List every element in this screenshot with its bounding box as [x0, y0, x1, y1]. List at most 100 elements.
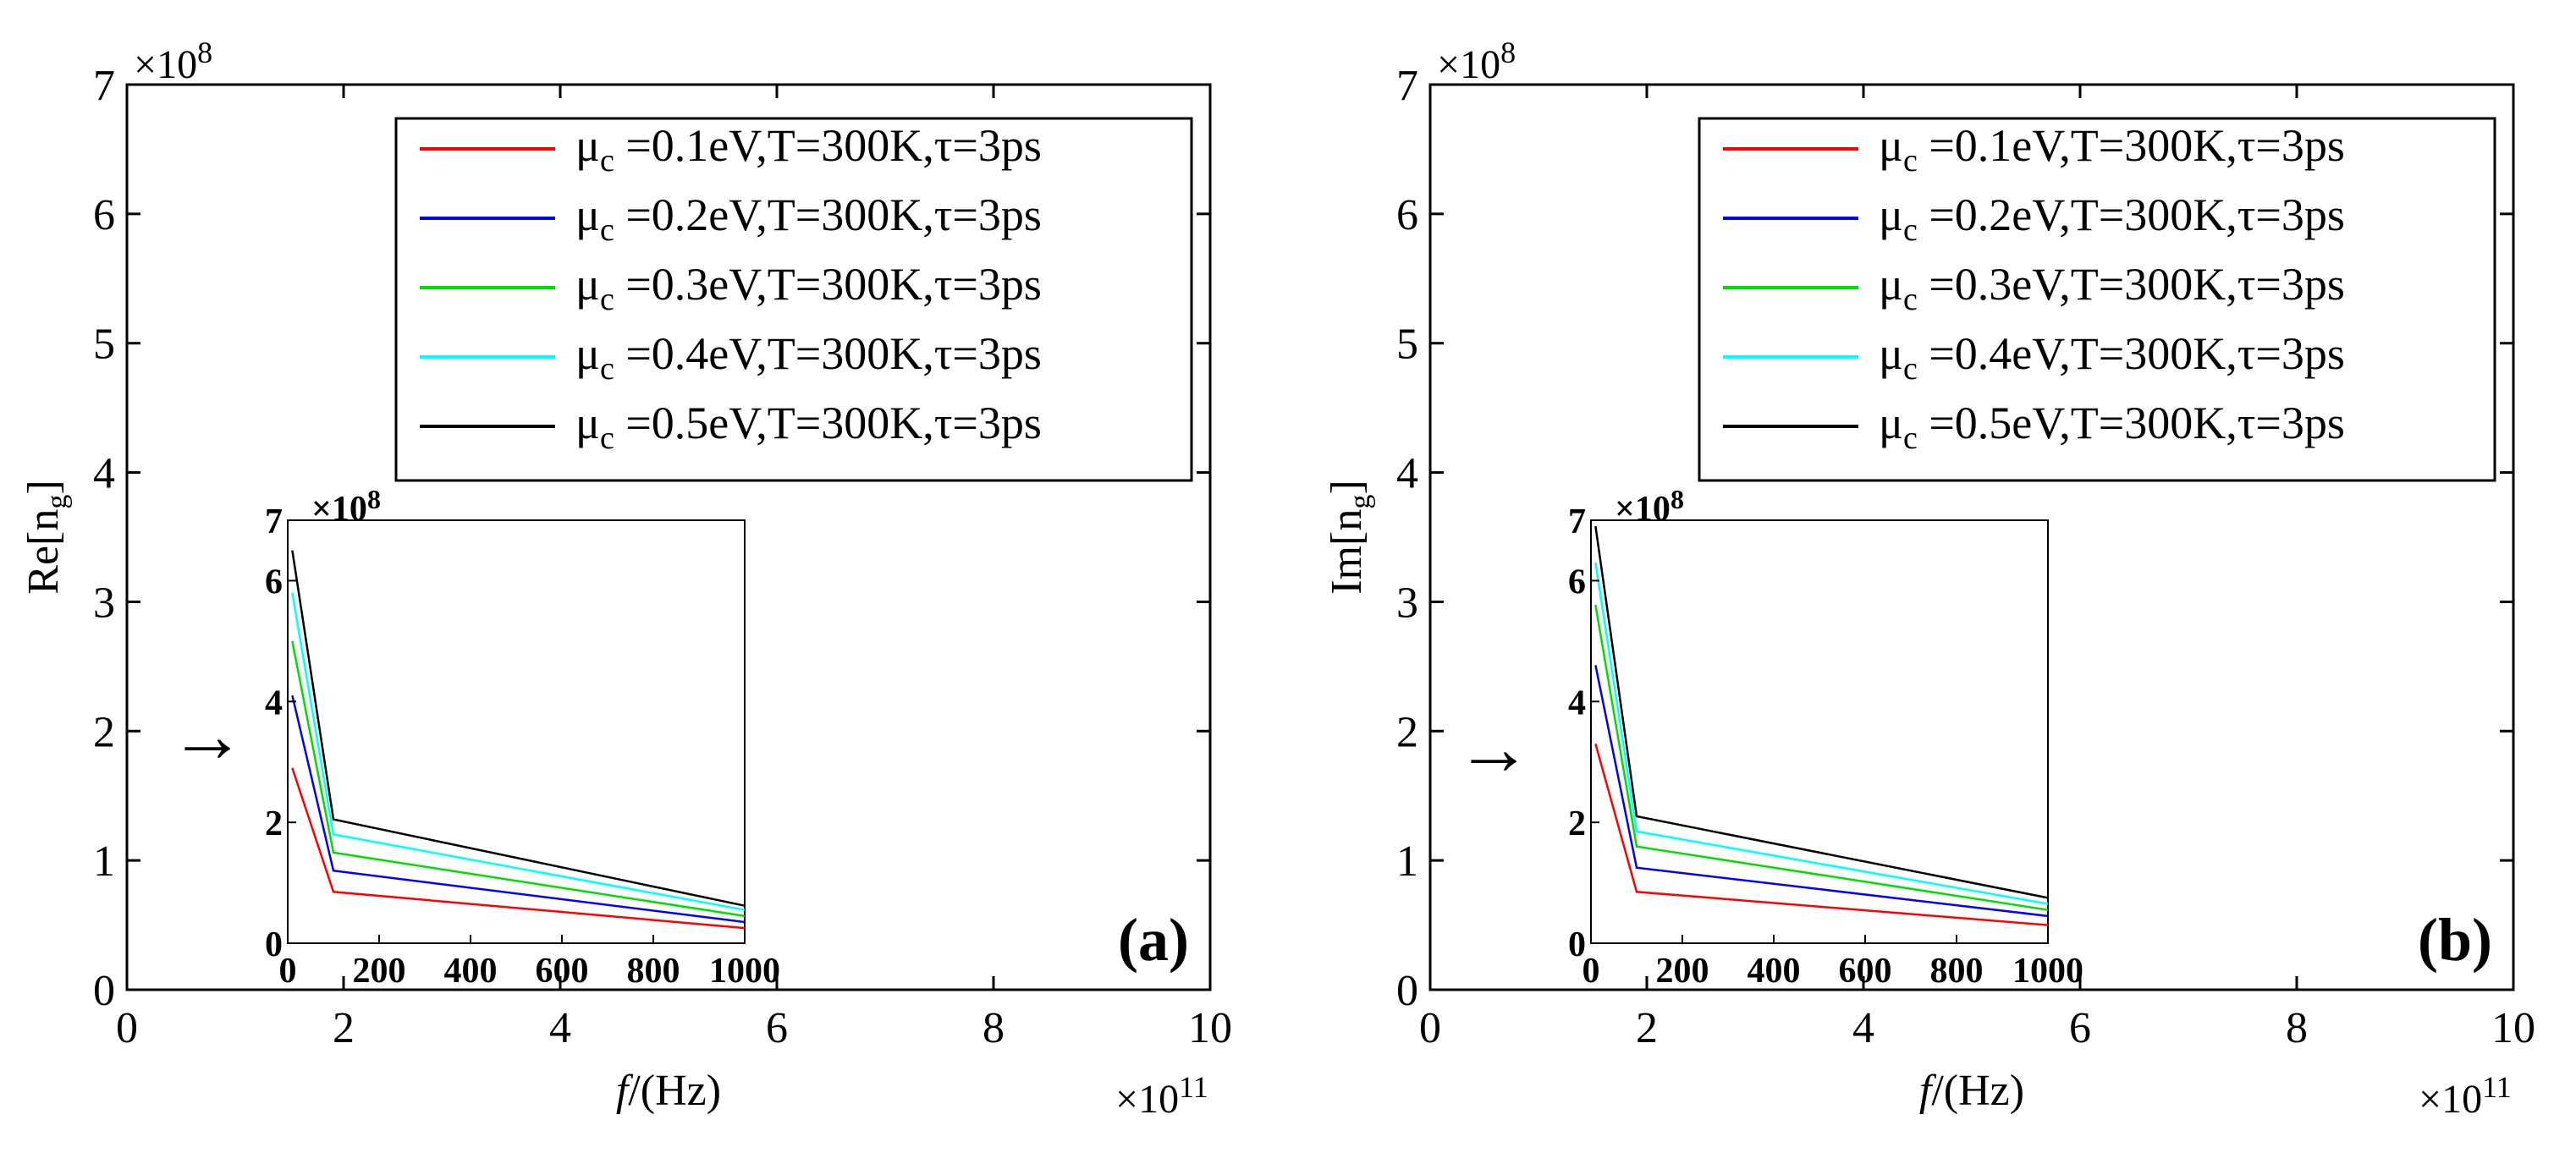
legend-text: =0.4eV,T=300K,τ=3ps	[614, 328, 1042, 379]
legend-box	[1698, 117, 2496, 482]
y-tick-label: 3	[1396, 579, 1418, 627]
x-axis-label: f/(Hz)	[616, 1067, 721, 1115]
legend-mu: μ	[575, 189, 600, 240]
inset-y-exponent: ×108	[1615, 484, 1684, 529]
inset-axes-frame	[287, 519, 746, 944]
x-axis-ticks: 0 2 4 6 8 10	[1419, 85, 2535, 1052]
legend-label: μc =0.4eV,T=300K,τ=3ps	[575, 328, 1042, 387]
inset-x-ticks: 0 200 400 600 800 1000	[279, 935, 780, 991]
inset-series-line	[291, 592, 746, 911]
y-tick-label: 6	[1396, 191, 1418, 239]
legend-label: μc =0.2eV,T=300K,τ=3ps	[1879, 189, 2345, 248]
inset-series-line	[291, 550, 746, 907]
inset-series-lines	[1594, 525, 2049, 926]
y-tick-label: 1	[93, 837, 115, 886]
legend-mu-sub: c	[1903, 351, 1918, 387]
inset-series-line	[1594, 743, 2049, 926]
x-tick-label: 8	[2286, 1004, 2308, 1052]
inset-y-tick-label: 7	[1568, 502, 1586, 541]
inset-y-ticks: 0 2 4 6 7	[1568, 502, 1599, 964]
inset-x-tick-label: 800	[627, 952, 680, 991]
legend-mu: μ	[1879, 120, 1903, 171]
inset-y-tick-label: 0	[1568, 925, 1586, 964]
x-tick-label: 4	[549, 1004, 571, 1052]
x-tick-label: 10	[1188, 1004, 1232, 1052]
y-axis-label: Re[ng]	[19, 480, 73, 594]
y-axis-ticks: 0 1 2 3 4 5 6 7	[1396, 62, 2513, 1015]
inset-x-ticks: 0 200 400 600 800 1000	[1582, 935, 2083, 991]
inset-series-line	[291, 695, 746, 924]
legend-label: μc =0.3eV,T=300K,τ=3ps	[1879, 259, 2345, 317]
legend-mu-sub: c	[600, 282, 614, 317]
inset-y-ticks: 0 2 4 6 7	[265, 502, 296, 964]
legend-label: μc =0.4eV,T=300K,τ=3ps	[1879, 328, 2345, 387]
legend-text: =0.1eV,T=300K,τ=3ps	[614, 120, 1042, 171]
inset-y-tick-label: 0	[265, 925, 283, 964]
inset-y-tick-label: 6	[1568, 563, 1586, 601]
inset-y-tick-label: 6	[265, 563, 283, 601]
inset-x-tick-label: 0	[279, 952, 297, 991]
inset-plot: 0 2 4 6 7 0 200 400 600 800 1000 ×108	[265, 484, 780, 991]
inset-x-tick-label: 0	[1582, 952, 1600, 991]
inset-y-tick-label: 7	[265, 502, 283, 541]
inset-y-tick-label: 2	[265, 804, 283, 843]
inset-x-tick-label: 1000	[709, 952, 780, 991]
inset-series-line	[1594, 525, 2049, 899]
inset-y-tick-label: 2	[1568, 804, 1586, 843]
x-tick-label: 6	[2069, 1004, 2091, 1052]
y-exponent: ×108	[1437, 36, 1516, 87]
arrow-indicator: →	[169, 695, 245, 778]
inset-x-tick-label: 400	[444, 952, 498, 991]
legend-text: =0.3eV,T=300K,τ=3ps	[614, 259, 1042, 310]
legend-mu-sub: c	[600, 420, 614, 456]
y-tick-label: 0	[93, 967, 115, 1015]
inset-y-exponent: ×108	[311, 484, 381, 529]
main-axes-frame	[125, 83, 1212, 991]
y-tick-label: 2	[93, 708, 115, 756]
legend-text: =0.5eV,T=300K,τ=3ps	[614, 398, 1042, 448]
legend-label: μc =0.1eV,T=300K,τ=3ps	[1879, 120, 2345, 178]
y-axis-label: Im[ng]	[1323, 480, 1376, 594]
legend-mu-sub: c	[1903, 420, 1918, 456]
inset-x-tick-label: 600	[536, 952, 589, 991]
y-tick-label: 5	[1396, 321, 1418, 369]
inset-y-tick-label: 4	[1568, 684, 1586, 722]
inset-x-tick-label: 400	[1748, 952, 1801, 991]
y-tick-label: 1	[1396, 837, 1418, 886]
legend-text: =0.1eV,T=300K,τ=3ps	[1918, 120, 2345, 171]
legend-mu: μ	[575, 328, 600, 379]
y-tick-label: 4	[1396, 450, 1418, 498]
legend-mu: μ	[575, 120, 600, 171]
x-axis-label: f/(Hz)	[1919, 1067, 2024, 1115]
legend-mu-sub: c	[1903, 143, 1918, 178]
x-tick-label: 10	[2491, 1004, 2535, 1052]
legend-label: μc =0.5eV,T=300K,τ=3ps	[1879, 398, 2345, 456]
inset-x-tick-label: 200	[353, 952, 406, 991]
legend-text: =0.2eV,T=300K,τ=3ps	[1918, 189, 2345, 240]
x-exponent: ×1011	[1115, 1070, 1208, 1122]
legend-text: =0.4eV,T=300K,τ=3ps	[1918, 328, 2345, 379]
legend-mu: μ	[575, 259, 600, 310]
inset-x-tick-label: 1000	[2012, 952, 2083, 991]
inset-x-tick-label: 800	[1930, 952, 1984, 991]
legend-mu-sub: c	[600, 351, 614, 387]
y-tick-label: 7	[93, 62, 115, 110]
x-tick-label: 0	[116, 1004, 138, 1052]
x-tick-label: 4	[1852, 1004, 1874, 1052]
inset-x-tick-label: 200	[1656, 952, 1709, 991]
legend-text: =0.2eV,T=300K,τ=3ps	[614, 189, 1042, 240]
x-tick-label: 8	[983, 1004, 1005, 1052]
legend-label: μc =0.1eV,T=300K,τ=3ps	[575, 120, 1042, 178]
legend-mu-sub: c	[600, 143, 614, 178]
legend-text: =0.3eV,T=300K,τ=3ps	[1918, 259, 2345, 310]
legend-text: =0.5eV,T=300K,τ=3ps	[1918, 398, 2345, 448]
inset-series-line	[291, 640, 746, 918]
inset-x-tick-label: 600	[1839, 952, 1892, 991]
x-tick-label: 2	[1636, 1004, 1658, 1052]
legend-mu: μ	[1879, 398, 1903, 448]
inset-series-line	[1594, 604, 2049, 911]
y-tick-label: 5	[93, 321, 115, 369]
x-tick-label: 2	[333, 1004, 355, 1052]
